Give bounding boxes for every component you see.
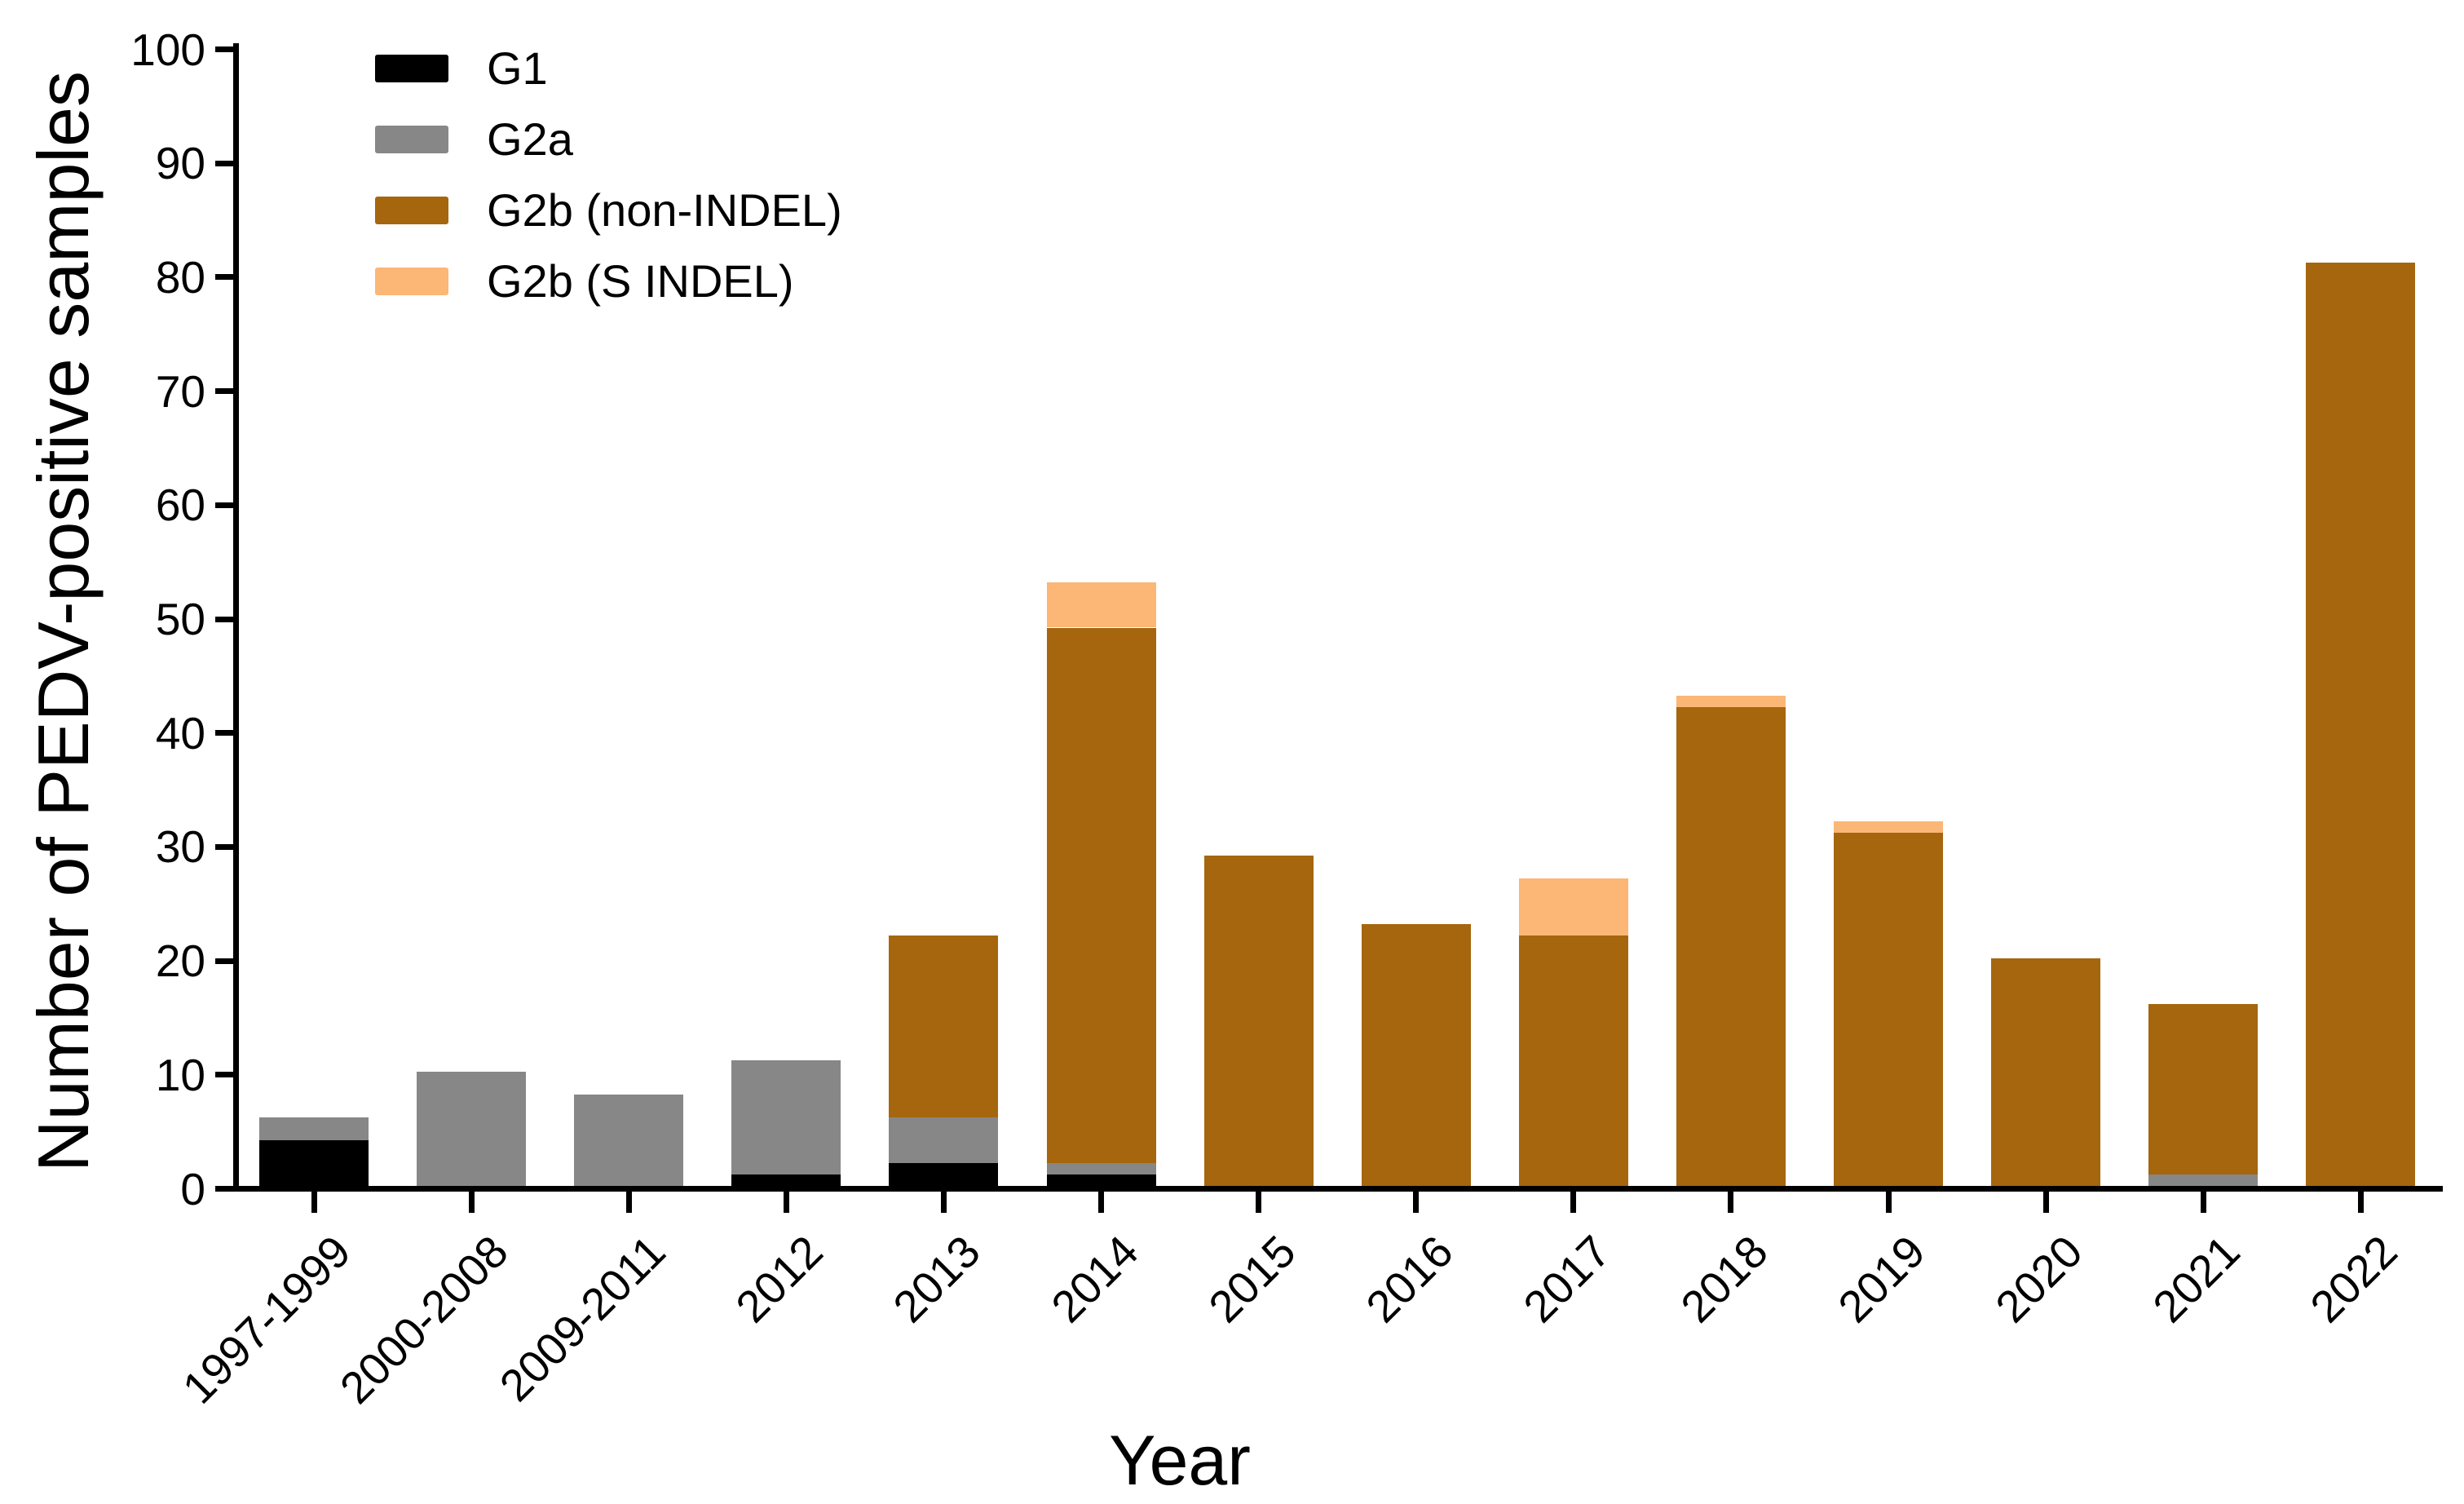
y-tick [215, 160, 233, 166]
x-tick-label: 1997-1999 [172, 1225, 360, 1413]
x-tick [2200, 1192, 2206, 1213]
y-tick [215, 274, 233, 281]
x-tick-label: 2014 [1040, 1225, 1148, 1333]
y-tick [215, 1186, 233, 1192]
legend-swatch [375, 125, 448, 153]
bar-segment [259, 1117, 369, 1141]
bar-segment [1991, 958, 2101, 1186]
bar-segment [1046, 1174, 1156, 1186]
legend: G1 G2a G2b (non-INDEL) G2b (S INDEL) [375, 33, 842, 316]
y-tick [215, 730, 233, 737]
x-tick-label: 2013 [883, 1225, 991, 1333]
x-tick-label: 2000-2008 [329, 1225, 518, 1413]
y-tick [215, 502, 233, 508]
x-tick [940, 1192, 947, 1213]
x-tick-label: 2016 [1356, 1225, 1463, 1333]
legend-label: G1 [487, 42, 548, 94]
y-tick-label: 30 [155, 821, 205, 873]
bar-segment [1046, 582, 1156, 628]
legend-label: G2b (S INDEL) [487, 255, 794, 307]
y-tick-label: 40 [155, 707, 205, 759]
bar-segment [889, 1117, 999, 1164]
x-tick-label: 2018 [1671, 1225, 1777, 1333]
bar-segment [259, 1140, 369, 1186]
bar-segment [1676, 696, 1786, 708]
y-axis-title: Number of PEDV-positive samples [23, 71, 104, 1172]
bar-segment [417, 1072, 527, 1186]
x-tick-label: 2019 [1828, 1225, 1935, 1333]
bar-segment [1046, 627, 1156, 1164]
y-tick [215, 1072, 233, 1078]
bar-segment [2148, 1174, 2259, 1186]
bar-segment [2148, 1003, 2259, 1175]
bar-segment [1834, 821, 1943, 833]
x-tick [1413, 1192, 1420, 1213]
y-tick-label: 60 [155, 480, 205, 531]
legend-label: G2b (non-INDEL) [487, 184, 842, 236]
legend-swatch [375, 196, 448, 224]
y-tick-label: 80 [155, 251, 205, 303]
x-tick [468, 1192, 475, 1213]
y-tick-label: 90 [155, 138, 205, 189]
legend-row: G2b (non-INDEL) [375, 175, 842, 246]
x-tick-label: 2009-2011 [489, 1225, 675, 1411]
legend-row: G2a [375, 104, 842, 175]
y-tick-label: 50 [155, 594, 205, 644]
x-tick [2357, 1192, 2364, 1213]
bar-segment [1676, 707, 1786, 1186]
bar-segment [1518, 935, 1628, 1186]
x-axis-title: Year [1109, 1422, 1251, 1500]
bar-segment [889, 935, 999, 1118]
bar-segment [574, 1095, 684, 1186]
y-tick [215, 46, 233, 52]
bar-segment [731, 1060, 841, 1174]
legend-row: G2b (S INDEL) [375, 246, 842, 316]
legend-label: G2a [487, 113, 573, 165]
x-tick-label: 2017 [1513, 1225, 1620, 1333]
x-tick [783, 1192, 789, 1213]
x-tick-label: 2022 [2300, 1225, 2408, 1333]
y-tick [215, 843, 233, 850]
bar-segment [889, 1163, 999, 1186]
x-tick [1570, 1192, 1577, 1213]
x-tick [1256, 1192, 1262, 1213]
x-tick [625, 1192, 632, 1213]
y-tick [215, 958, 233, 964]
y-tick-label: 10 [155, 1049, 205, 1100]
x-tick [1885, 1192, 1892, 1213]
x-tick [311, 1192, 317, 1213]
legend-swatch [375, 267, 448, 295]
x-tick [1098, 1192, 1104, 1213]
x-tick-label: 2021 [2143, 1225, 2250, 1333]
x-axis-line [231, 1186, 2443, 1192]
y-tick [215, 388, 233, 395]
bar-segment [1203, 855, 1314, 1186]
y-axis-line [233, 43, 239, 1192]
bar-segment [2306, 263, 2416, 1186]
x-tick-label: 2020 [1985, 1225, 2092, 1333]
y-tick-label: 20 [155, 936, 205, 987]
legend-swatch [375, 54, 448, 82]
y-tick-label: 100 [130, 24, 205, 75]
bar-segment [731, 1174, 841, 1186]
bar-segment [1518, 878, 1628, 936]
x-tick-label: 2015 [1198, 1225, 1305, 1333]
y-tick-label: 0 [180, 1163, 205, 1214]
x-tick [1728, 1192, 1734, 1213]
x-tick [2042, 1192, 2049, 1213]
x-tick-label: 2012 [726, 1225, 833, 1333]
bar-segment [1834, 832, 1943, 1186]
bar-segment [1046, 1163, 1156, 1175]
legend-row: G1 [375, 33, 842, 104]
bar-segment [1361, 923, 1471, 1186]
y-tick [215, 616, 233, 622]
y-tick-label: 70 [155, 365, 205, 417]
